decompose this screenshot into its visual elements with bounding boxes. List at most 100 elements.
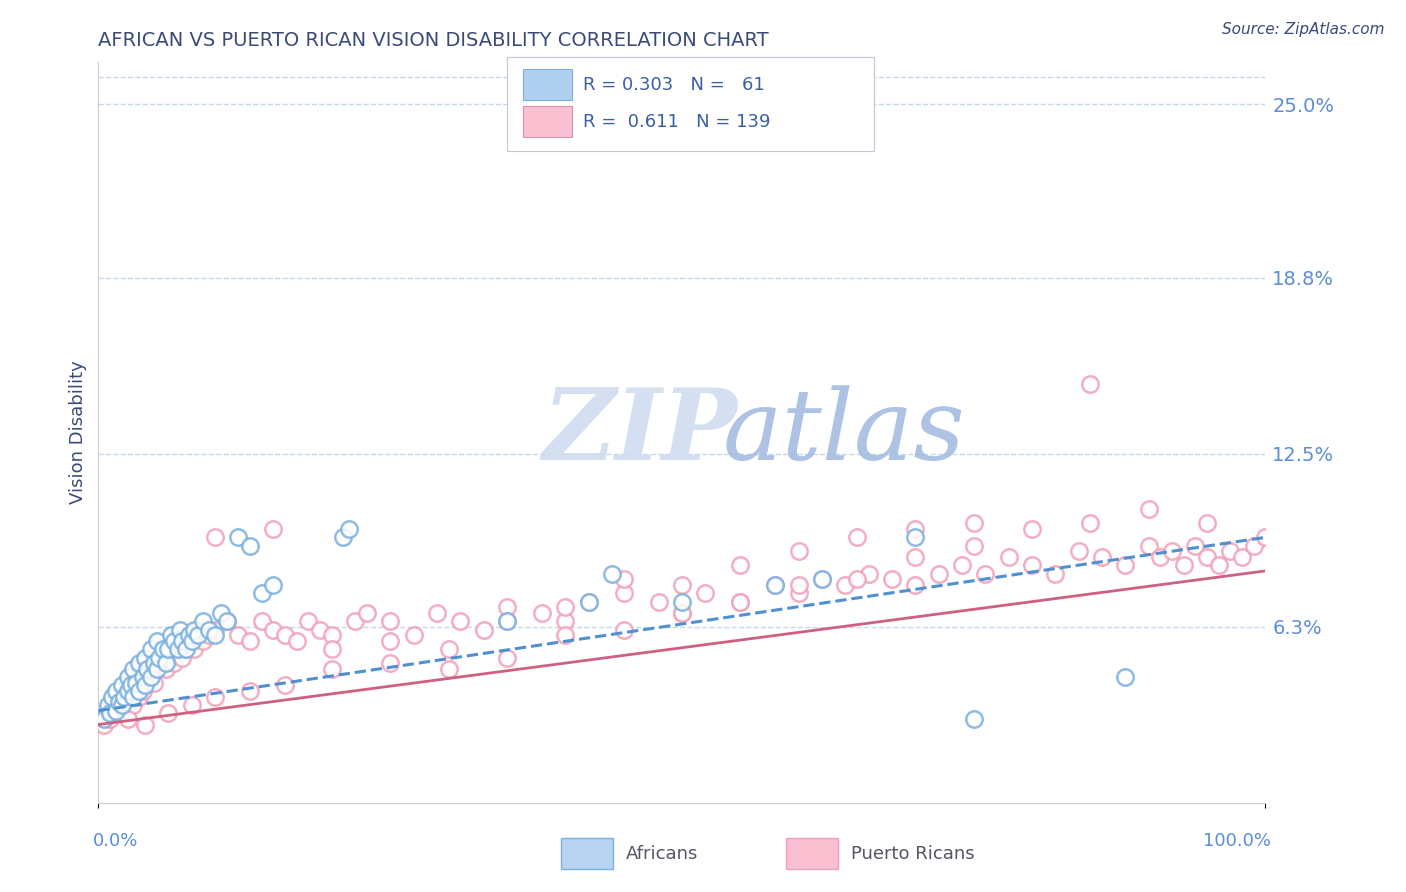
- Text: atlas: atlas: [723, 385, 966, 480]
- Point: [136, 662, 159, 676]
- Point: [262, 578, 284, 592]
- Point: [179, 628, 201, 642]
- Point: [578, 594, 600, 608]
- Point: [120, 692, 142, 706]
- Point: [613, 572, 636, 586]
- Point: [169, 642, 191, 657]
- Point: [134, 678, 156, 692]
- Text: Puerto Ricans: Puerto Ricans: [851, 845, 974, 863]
- Point: [180, 698, 202, 712]
- Point: [787, 586, 810, 600]
- Point: [183, 623, 205, 637]
- Point: [128, 684, 150, 698]
- Point: [166, 642, 188, 657]
- Point: [578, 594, 600, 608]
- Point: [1230, 549, 1253, 564]
- Point: [671, 578, 693, 592]
- Point: [904, 530, 927, 544]
- Point: [309, 623, 332, 637]
- Point: [239, 633, 262, 648]
- Point: [613, 623, 636, 637]
- Point: [155, 662, 177, 676]
- Point: [108, 695, 131, 709]
- Point: [134, 650, 156, 665]
- Point: [101, 695, 124, 709]
- Point: [695, 586, 717, 600]
- Point: [1045, 566, 1067, 581]
- Point: [174, 642, 197, 657]
- Point: [647, 594, 669, 608]
- Point: [228, 628, 250, 642]
- Point: [204, 623, 226, 637]
- Point: [204, 690, 226, 704]
- Point: [356, 606, 378, 620]
- Point: [132, 670, 155, 684]
- Point: [763, 578, 786, 592]
- Point: [380, 656, 402, 670]
- Point: [250, 614, 273, 628]
- Point: [122, 698, 145, 712]
- Point: [146, 662, 169, 676]
- Point: [108, 698, 131, 712]
- Point: [239, 684, 262, 698]
- Point: [163, 656, 186, 670]
- Point: [321, 642, 343, 657]
- Point: [1208, 558, 1230, 573]
- Point: [157, 642, 180, 657]
- Point: [1219, 544, 1241, 558]
- Point: [904, 549, 927, 564]
- Point: [904, 578, 927, 592]
- Point: [380, 633, 402, 648]
- Point: [763, 578, 786, 592]
- Text: AFRICAN VS PUERTO RICAN VISION DISABILITY CORRELATION CHART: AFRICAN VS PUERTO RICAN VISION DISABILIT…: [98, 30, 769, 50]
- Point: [122, 690, 145, 704]
- Point: [239, 539, 262, 553]
- Point: [143, 656, 166, 670]
- Point: [139, 670, 162, 684]
- Point: [811, 572, 834, 586]
- Point: [139, 642, 162, 657]
- Point: [337, 522, 360, 536]
- Point: [846, 530, 869, 544]
- Point: [193, 614, 215, 628]
- Text: R = 0.303   N =   61: R = 0.303 N = 61: [582, 76, 765, 94]
- Point: [1021, 558, 1043, 573]
- Point: [496, 600, 519, 615]
- Point: [98, 712, 121, 726]
- FancyBboxPatch shape: [523, 106, 572, 137]
- Point: [950, 558, 973, 573]
- Point: [1067, 544, 1090, 558]
- Point: [730, 594, 752, 608]
- Point: [155, 656, 177, 670]
- Point: [193, 633, 215, 648]
- Point: [321, 662, 343, 676]
- Point: [962, 539, 984, 553]
- Point: [1114, 670, 1136, 684]
- Point: [437, 642, 460, 657]
- Point: [180, 633, 202, 648]
- Point: [152, 642, 174, 657]
- Point: [159, 628, 181, 642]
- Point: [928, 566, 950, 581]
- Point: [613, 586, 636, 600]
- Point: [1021, 522, 1043, 536]
- Point: [671, 594, 693, 608]
- Point: [125, 675, 148, 690]
- Point: [426, 606, 449, 620]
- Point: [204, 628, 226, 642]
- FancyBboxPatch shape: [508, 56, 875, 152]
- Point: [132, 684, 155, 698]
- Point: [1161, 544, 1184, 558]
- Point: [183, 642, 205, 657]
- Point: [139, 670, 162, 684]
- Point: [554, 600, 576, 615]
- Point: [904, 522, 927, 536]
- Point: [1080, 516, 1102, 531]
- Point: [274, 678, 297, 692]
- Point: [496, 650, 519, 665]
- Point: [120, 678, 142, 692]
- Point: [104, 704, 127, 718]
- Point: [172, 633, 194, 648]
- Point: [1184, 539, 1206, 553]
- Point: [1254, 530, 1277, 544]
